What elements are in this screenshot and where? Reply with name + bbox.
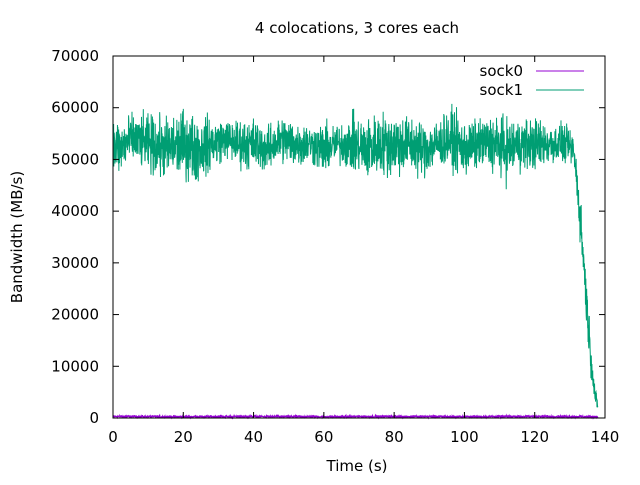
y-tick-label: 0 [89,409,99,427]
y-tick-label: 40000 [51,202,99,220]
ticks-layer: 0 20 40 60 80 100 120 140 0 10000 20000 30000 40000 5… [51,47,619,446]
y-tick-label: 20000 [51,306,99,324]
x-tick-label: 120 [520,428,549,446]
y-tick-label: 10000 [51,357,99,375]
y-tick-label: 50000 [51,150,99,168]
x-tick-label: 60 [314,428,333,446]
x-tick-label: 0 [108,428,118,446]
legend-label-sock0: sock0 [480,62,523,80]
x-tick-label: 40 [244,428,263,446]
series-sock0 [112,413,599,420]
series-sock1 [112,103,599,408]
y-tick-label: 60000 [51,99,99,117]
y-tick-label: 30000 [51,254,99,272]
x-tick-label: 20 [174,428,193,446]
x-tick-label: 80 [385,428,404,446]
legend-label-sock1: sock1 [480,81,523,99]
plot-frame [112,55,606,419]
x-tick-label: 140 [591,428,620,446]
chart-title: 4 colocations, 3 cores each [255,19,459,37]
series-layer [112,103,599,420]
y-axis-label: Bandwidth (MB/s) [8,171,26,303]
x-axis-label: Time (s) [326,457,388,475]
x-tick-label: 100 [450,428,479,446]
y-tick-label: 70000 [51,47,99,65]
